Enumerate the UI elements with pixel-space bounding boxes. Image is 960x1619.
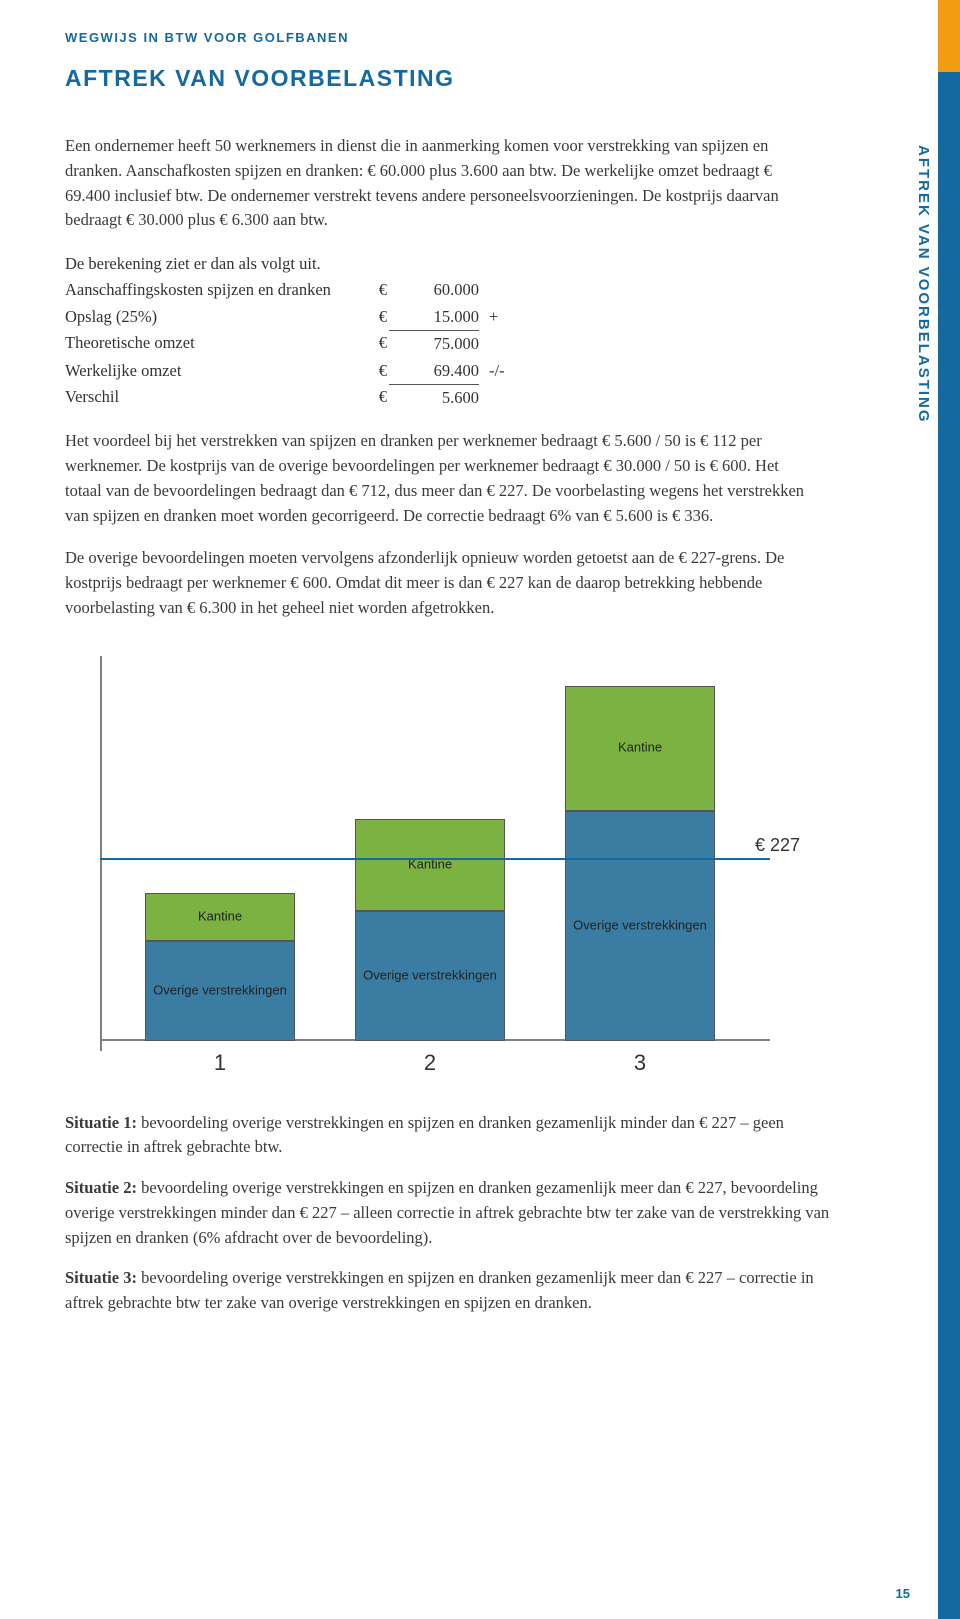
situatie-title: Situatie 2: xyxy=(65,1178,137,1197)
situatie-paragraph: Situatie 3: bevoordeling overige verstre… xyxy=(65,1266,845,1316)
paragraph-3: De overige bevoordelingen moeten vervolg… xyxy=(65,546,805,620)
calc-value: 5.600 xyxy=(389,384,479,411)
calc-currency: € xyxy=(375,330,389,357)
paragraph-2: Het voordeel bij het verstrekken van spi… xyxy=(65,429,805,528)
calc-suffix xyxy=(479,277,519,303)
bar-segment: Overige verstrekkingen xyxy=(565,811,715,1041)
calc-currency: € xyxy=(375,277,389,303)
situatie-title: Situatie 1: xyxy=(65,1113,137,1132)
situatie-title: Situatie 3: xyxy=(65,1268,137,1287)
page-container: AFTREK VAN VOORBELASTING WEGWIJS IN BTW … xyxy=(0,0,960,1619)
calc-row: Aanschaffingskosten spijzen en dranken€6… xyxy=(65,277,870,303)
bar-segment: Overige verstrekkingen xyxy=(355,911,505,1041)
x-tick-label: 3 xyxy=(565,1050,715,1076)
calc-value: 15.000 xyxy=(389,304,479,330)
calc-row: Opslag (25%)€15.000+ xyxy=(65,304,870,330)
calc-suffix: -/- xyxy=(479,358,519,384)
chart-container: € 227 Overige verstrekkingen Kantine 1 Overi… xyxy=(65,646,805,1076)
stacked-bar-chart: € 227 Overige verstrekkingen Kantine 1 Overi… xyxy=(65,646,805,1076)
bar-segment-label: Overige verstrekkingen xyxy=(146,982,294,999)
calc-currency: € xyxy=(375,384,389,411)
threshold-line xyxy=(100,858,770,860)
bar-segment-label: Kantine xyxy=(146,908,294,925)
bar-segment-label: Overige verstrekkingen xyxy=(566,917,714,934)
calc-row: Verschil€5.600 xyxy=(65,384,870,411)
bar-segment: Kantine xyxy=(565,686,715,811)
calc-label: Opslag (25%) xyxy=(65,304,375,330)
calc-currency: € xyxy=(375,358,389,384)
calc-value: 75.000 xyxy=(389,330,479,357)
bar-segment: Kantine xyxy=(145,893,295,941)
header-small: WEGWIJS IN BTW VOOR GOLFBANEN xyxy=(65,30,870,45)
calc-label: Verschil xyxy=(65,384,375,411)
calc-value: 60.000 xyxy=(389,277,479,303)
threshold-label: € 227 xyxy=(755,835,800,856)
x-tick-label: 1 xyxy=(145,1050,295,1076)
bar-segment: Kantine xyxy=(355,819,505,911)
calc-currency: € xyxy=(375,304,389,330)
calc-suffix: + xyxy=(479,304,519,330)
calc-suffix xyxy=(479,330,519,357)
calc-suffix xyxy=(479,384,519,411)
calc-row: Werkelijke omzet€69.400-/- xyxy=(65,358,870,384)
side-tab-orange xyxy=(938,0,960,72)
situatie-paragraph: Situatie 2: bevoordeling overige verstre… xyxy=(65,1176,845,1250)
paragraph-1: Een ondernemer heeft 50 werknemers in di… xyxy=(65,134,805,233)
calc-label: Aanschaffingskosten spijzen en dranken xyxy=(65,277,375,303)
side-vertical-label: AFTREK VAN VOORBELASTING xyxy=(915,145,932,424)
situatie-paragraph: Situatie 1: bevoordeling overige verstre… xyxy=(65,1111,845,1161)
calc-label: Theoretische omzet xyxy=(65,330,375,357)
calc-row: Theoretische omzet€75.000 xyxy=(65,330,870,357)
calc-intro: De berekening ziet er dan als volgt uit. xyxy=(65,251,375,277)
calc-label: Werkelijke omzet xyxy=(65,358,375,384)
side-tab-blue xyxy=(938,72,960,1619)
header-large: AFTREK VAN VOORBELASTING xyxy=(65,65,870,92)
bar-segment: Overige verstrekkingen xyxy=(145,941,295,1041)
calculation-block: De berekening ziet er dan als volgt uit.… xyxy=(65,251,870,411)
y-axis xyxy=(100,656,102,1051)
bar-segment-label: Kantine xyxy=(566,740,714,757)
page-number: 15 xyxy=(896,1586,910,1601)
bar-segment-label: Overige verstrekkingen xyxy=(356,967,504,984)
calc-value: 69.400 xyxy=(389,358,479,384)
x-tick-label: 2 xyxy=(355,1050,505,1076)
